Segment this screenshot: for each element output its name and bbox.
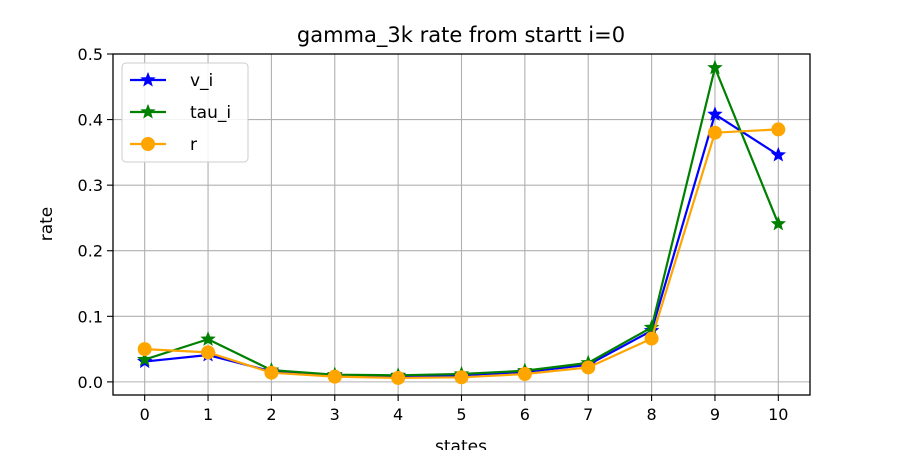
x-tick-label: 8: [646, 405, 656, 424]
legend-items: v_i tau_ir: [130, 71, 231, 155]
legend-label: r: [190, 135, 197, 155]
y-tick-label: 0.2: [78, 242, 103, 261]
legend-item-v-i: v_i: [130, 71, 213, 91]
data-point: [581, 360, 596, 375]
legend-item-tau-i: tau_i: [130, 103, 231, 123]
data-point: [707, 106, 723, 121]
data-point: [327, 369, 342, 384]
data-point: [770, 215, 787, 231]
data-point: [771, 122, 786, 137]
y-axis: 0.0 0.1 0.2 0.3 0.4 0.5: [78, 45, 113, 392]
x-tick-label: 5: [456, 405, 466, 424]
y-tick-label: 0.3: [78, 176, 103, 195]
y-tick-label: 0.0: [78, 373, 103, 392]
data-point: [201, 345, 216, 360]
x-tick-label: 0: [140, 405, 150, 424]
legend-box: [121, 62, 249, 163]
x-tick-label: 4: [393, 405, 403, 424]
data-point: [264, 365, 279, 380]
y-axis-label: rate: [37, 207, 57, 242]
data-point: [707, 125, 722, 140]
x-tick-label: 9: [710, 405, 720, 424]
data-point: [137, 342, 152, 357]
data-point: [136, 351, 153, 367]
data-point: [770, 146, 787, 162]
legend-marker: [140, 71, 156, 87]
legend-item-r: r: [130, 135, 197, 155]
data-point: [200, 331, 216, 346]
data-point: [391, 370, 406, 385]
legend: v_i tau_ir: [121, 62, 249, 163]
series-layer: [136, 59, 787, 385]
data-point: [454, 370, 469, 385]
legend-label: tau_i: [190, 103, 231, 123]
data-point: [707, 59, 723, 75]
y-tick-label: 0.4: [78, 111, 103, 130]
x-axis: 0 1 2 3 4 5 6 7 8 9 10: [140, 395, 788, 424]
y-tick-label: 0.5: [78, 45, 103, 64]
x-axis-label: states: [435, 437, 487, 450]
x-tick-label: 10: [768, 405, 788, 424]
x-tick-label: 2: [266, 405, 276, 424]
y-tick-label: 0.1: [78, 307, 103, 326]
x-tick-label: 7: [583, 405, 593, 424]
data-point: [644, 331, 659, 346]
legend-marker: [140, 103, 156, 119]
x-tick-label: 6: [520, 405, 530, 424]
legend-marker: [141, 137, 155, 151]
legend-label: v_i: [190, 71, 213, 91]
series-r: [137, 122, 786, 385]
chart-title: gamma_3k rate from startt i=0: [297, 23, 625, 48]
x-tick-label: 3: [330, 405, 340, 424]
x-tick-label: 1: [203, 405, 213, 424]
data-point: [517, 367, 532, 382]
